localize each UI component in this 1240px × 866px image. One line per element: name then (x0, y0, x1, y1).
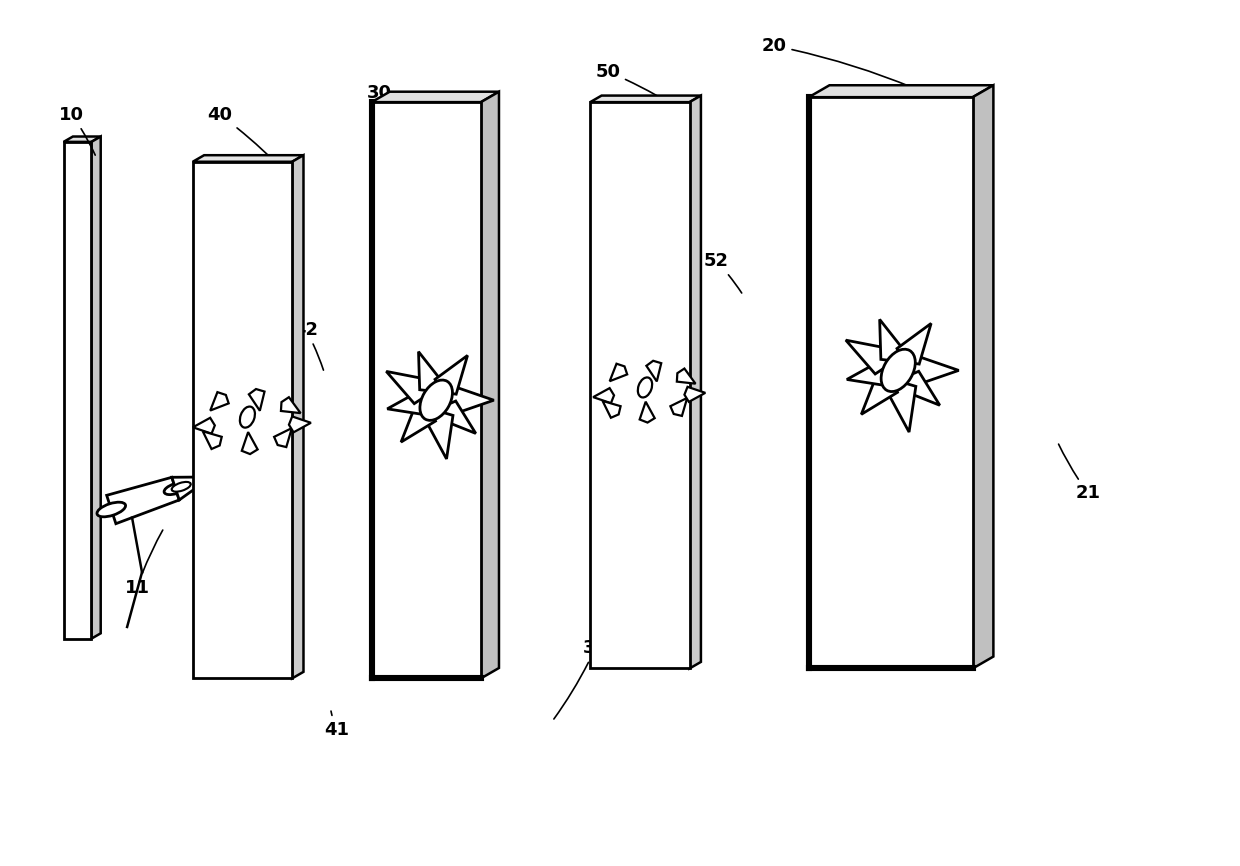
Polygon shape (640, 402, 655, 423)
Polygon shape (897, 323, 931, 364)
Polygon shape (63, 142, 92, 638)
Polygon shape (646, 361, 661, 381)
Polygon shape (419, 352, 443, 391)
Polygon shape (677, 369, 696, 384)
Polygon shape (446, 386, 494, 414)
Ellipse shape (164, 482, 187, 494)
Polygon shape (289, 417, 311, 432)
Polygon shape (372, 92, 498, 102)
Polygon shape (372, 102, 481, 678)
Polygon shape (211, 392, 228, 410)
Polygon shape (401, 404, 435, 442)
Text: 41: 41 (324, 711, 350, 739)
Polygon shape (671, 397, 687, 416)
Polygon shape (808, 85, 993, 97)
Polygon shape (249, 389, 264, 410)
Polygon shape (192, 155, 304, 162)
Polygon shape (107, 477, 180, 524)
Text: 21: 21 (1059, 444, 1101, 502)
Polygon shape (481, 92, 498, 678)
Text: 20: 20 (761, 36, 913, 87)
Text: 31: 31 (404, 226, 482, 255)
Ellipse shape (97, 502, 125, 517)
Text: 51: 51 (892, 523, 935, 662)
Polygon shape (425, 411, 453, 459)
Text: 40: 40 (207, 106, 285, 173)
Polygon shape (274, 428, 291, 447)
Polygon shape (593, 388, 614, 404)
Polygon shape (972, 85, 993, 669)
Polygon shape (92, 137, 100, 638)
Polygon shape (63, 137, 100, 142)
Polygon shape (590, 102, 689, 669)
Text: 10: 10 (60, 106, 95, 155)
Text: 52: 52 (703, 252, 742, 293)
Polygon shape (879, 320, 904, 361)
Polygon shape (590, 95, 701, 102)
Polygon shape (172, 477, 212, 500)
Ellipse shape (637, 378, 652, 397)
Text: 50: 50 (595, 62, 686, 113)
Text: 30: 30 (367, 84, 458, 134)
Polygon shape (293, 155, 304, 678)
Polygon shape (808, 97, 972, 669)
Ellipse shape (420, 380, 453, 420)
Polygon shape (192, 162, 293, 678)
Polygon shape (203, 431, 222, 449)
Ellipse shape (882, 349, 915, 391)
Polygon shape (862, 375, 898, 414)
Polygon shape (387, 372, 428, 404)
Ellipse shape (171, 481, 191, 492)
Polygon shape (846, 340, 890, 374)
Polygon shape (909, 356, 959, 385)
Polygon shape (281, 397, 300, 413)
Polygon shape (903, 372, 940, 405)
Polygon shape (435, 355, 467, 394)
Polygon shape (689, 95, 701, 669)
Polygon shape (387, 391, 428, 415)
Text: 42: 42 (294, 320, 324, 370)
Polygon shape (603, 401, 620, 417)
Text: 32: 32 (554, 639, 608, 719)
Polygon shape (684, 387, 706, 402)
Polygon shape (440, 401, 476, 433)
Polygon shape (242, 432, 258, 454)
Polygon shape (847, 361, 889, 385)
Ellipse shape (239, 406, 255, 428)
Polygon shape (193, 417, 215, 434)
Text: 11: 11 (124, 530, 162, 597)
Polygon shape (887, 382, 916, 432)
Polygon shape (610, 364, 627, 381)
